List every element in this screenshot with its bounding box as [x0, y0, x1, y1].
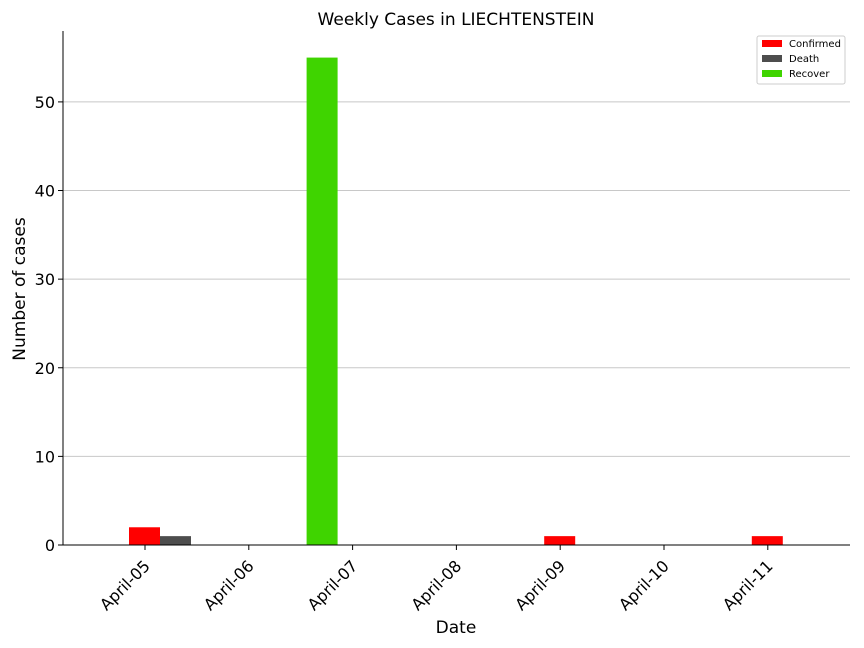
- x-tick-label: April-07: [304, 556, 362, 614]
- bars: [129, 57, 783, 545]
- bar-confirmed-april-05: [129, 527, 160, 545]
- legend-label-death: Death: [789, 54, 819, 65]
- y-tick-label: 50: [35, 93, 55, 112]
- x-tick-label: April-09: [511, 556, 569, 614]
- x-tick-label: April-05: [96, 556, 154, 614]
- y-axis-label: Number of cases: [10, 217, 30, 361]
- legend-label-confirmed: Confirmed: [789, 39, 841, 50]
- legend-swatch-confirmed: [762, 40, 782, 47]
- bar-death-april-05: [160, 536, 191, 545]
- legend-swatch-recover: [762, 70, 782, 77]
- grid-lines: [63, 101, 850, 457]
- axes: [62, 31, 850, 546]
- y-tick-label: 30: [35, 270, 55, 289]
- y-tick-label: 40: [35, 182, 55, 201]
- legend: Confirmed Death Recover: [756, 35, 846, 85]
- y-tick-label: 10: [35, 447, 55, 466]
- x-tick-label: April-10: [615, 556, 673, 614]
- x-tick-label: April-11: [719, 556, 777, 614]
- y-tick-label: 20: [35, 359, 55, 378]
- y-tick-label: 0: [45, 536, 55, 555]
- chart-title: Weekly Cases in LIECHTENSTEIN: [318, 10, 595, 30]
- x-tick-label: April-06: [200, 556, 258, 614]
- y-ticks: 0 10 20 30 40 50: [35, 93, 63, 555]
- legend-swatch-death: [762, 55, 782, 62]
- x-tick-label: April-08: [407, 556, 465, 614]
- x-axis-label: Date: [436, 618, 477, 638]
- bar-recover-april-07: [306, 57, 338, 545]
- x-ticks: April-05 April-06 April-07 April-08 April-09…: [96, 545, 777, 614]
- bar-confirmed-april-11: [751, 536, 783, 545]
- bar-confirmed-april-09: [544, 536, 576, 545]
- legend-label-recover: Recover: [789, 69, 830, 80]
